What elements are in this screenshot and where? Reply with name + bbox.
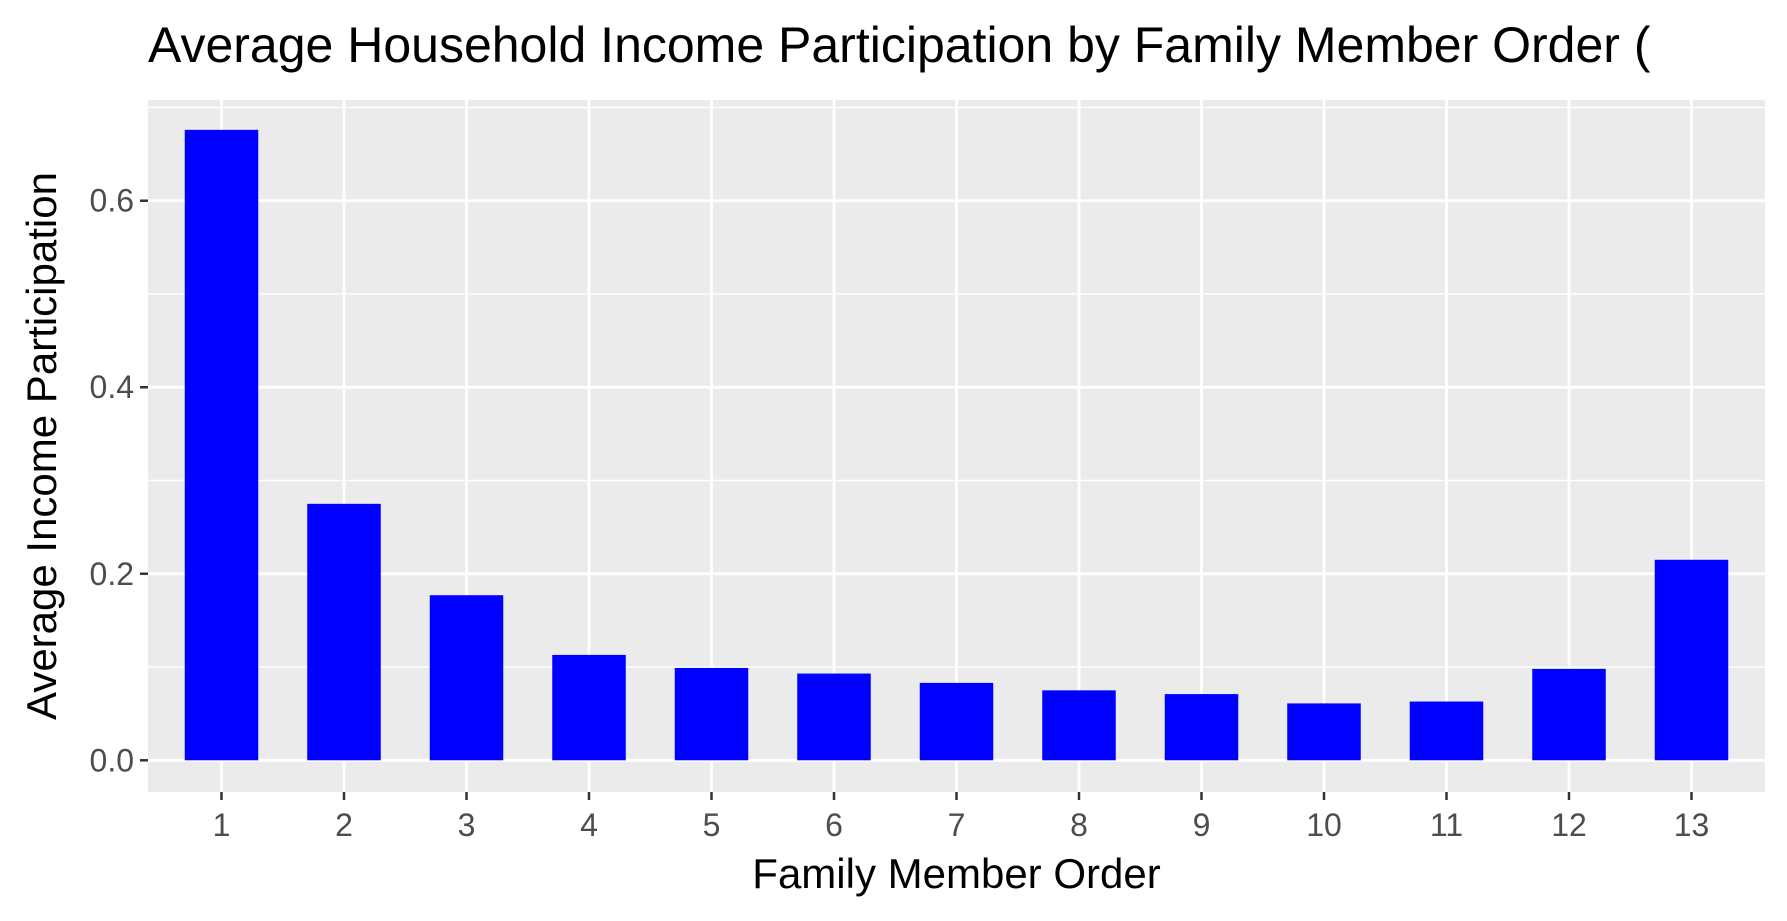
- bar-8: [1042, 690, 1116, 761]
- y-tick-label: 0.2: [90, 556, 134, 592]
- bar-6: [797, 673, 871, 761]
- x-tick-label: 8: [1070, 807, 1088, 843]
- x-tick-label: 1: [213, 807, 231, 843]
- y-axis: 0.0 0.2 0.4 0.6: [90, 183, 148, 778]
- x-tick-label: 4: [580, 807, 598, 843]
- x-tick-label: 11: [1430, 807, 1463, 843]
- bar-9: [1164, 694, 1239, 761]
- y-tick-label: 0.6: [90, 183, 134, 219]
- x-tick-label: 3: [458, 807, 476, 843]
- bar-5: [674, 667, 749, 761]
- bar-13: [1654, 559, 1729, 761]
- y-axis-title: Average Income Participation: [18, 172, 65, 720]
- bar-11: [1409, 701, 1484, 761]
- bar-7: [919, 682, 994, 761]
- x-tick-label: 12: [1551, 807, 1587, 843]
- x-axis-title: Family Member Order: [752, 850, 1160, 897]
- x-tick-label: 5: [703, 807, 721, 843]
- x-tick-label: 7: [948, 807, 966, 843]
- y-tick-label: 0.0: [90, 742, 134, 778]
- x-axis: 1 2 3 4 5 6 7 8 9 10 11 12 13: [213, 792, 1710, 843]
- x-tick-label: 9: [1193, 807, 1211, 843]
- chart-title: Average Household Income Participation b…: [148, 17, 1651, 73]
- x-tick-label: 13: [1674, 807, 1710, 843]
- y-tick-label: 0.4: [90, 369, 134, 405]
- x-tick-label: 2: [335, 807, 353, 843]
- bar-4: [552, 654, 626, 761]
- x-tick-label: 10: [1306, 807, 1342, 843]
- bar-12: [1532, 668, 1606, 761]
- bar-1: [184, 129, 259, 761]
- bars-group: [184, 129, 1729, 761]
- bar-2: [307, 503, 381, 761]
- bar-10: [1287, 703, 1361, 761]
- bar-3: [429, 595, 504, 761]
- x-tick-label: 6: [825, 807, 843, 843]
